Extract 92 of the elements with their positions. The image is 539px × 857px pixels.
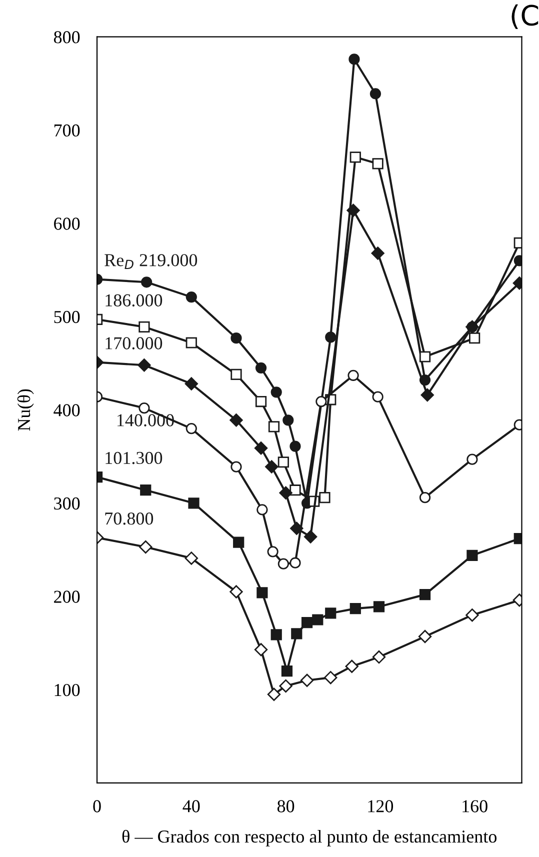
series-label: Re$_{D}$ 219.000 xyxy=(104,254,198,270)
x-axis-title: θ — Grados con respecto al punto de estancamiento xyxy=(122,830,497,846)
point xyxy=(290,484,301,496)
y-tick-label: 300 xyxy=(54,497,80,510)
point xyxy=(184,552,198,565)
x-tick-label: 120 xyxy=(368,800,394,812)
point xyxy=(345,660,358,673)
point xyxy=(138,321,150,332)
point xyxy=(184,377,198,390)
point xyxy=(267,546,278,558)
point xyxy=(466,550,478,561)
y-axis-title: Nu(θ) xyxy=(17,389,34,431)
y-tick-label: 800 xyxy=(54,31,80,44)
point xyxy=(469,332,480,344)
point xyxy=(186,337,197,348)
point xyxy=(230,585,243,598)
point xyxy=(324,670,338,684)
point xyxy=(140,484,152,496)
point xyxy=(312,614,324,626)
point xyxy=(319,492,330,504)
series-label: 186.000 xyxy=(106,294,162,307)
point xyxy=(348,54,360,65)
point xyxy=(290,440,301,452)
point xyxy=(278,456,289,468)
point xyxy=(270,386,282,398)
point xyxy=(230,414,243,427)
point xyxy=(418,630,432,644)
point xyxy=(233,536,244,548)
point xyxy=(372,158,384,170)
point xyxy=(420,388,434,402)
series-label: 101.300 xyxy=(106,452,162,464)
point xyxy=(372,391,384,402)
point xyxy=(350,152,361,163)
point xyxy=(371,246,384,260)
x-tick-label: 40 xyxy=(182,800,200,812)
point xyxy=(188,498,200,509)
point xyxy=(370,88,382,100)
point xyxy=(267,688,281,701)
point xyxy=(230,332,242,344)
point xyxy=(325,608,336,619)
point xyxy=(466,454,478,465)
point xyxy=(419,492,431,504)
point xyxy=(254,442,268,455)
y-tick-label: 500 xyxy=(54,310,80,324)
point xyxy=(281,665,293,677)
y-tick-label: 600 xyxy=(54,218,80,230)
series-label: 140.000 xyxy=(117,414,174,426)
point xyxy=(325,332,336,343)
point xyxy=(256,587,268,598)
point xyxy=(230,461,242,472)
y-tick-label: 200 xyxy=(54,590,80,603)
point xyxy=(373,601,385,612)
point xyxy=(255,362,267,374)
point xyxy=(139,540,152,554)
point xyxy=(230,368,242,380)
point xyxy=(301,616,313,628)
point xyxy=(419,589,431,600)
point xyxy=(268,421,280,432)
y-tick-label: 400 xyxy=(54,404,80,416)
point xyxy=(290,557,301,568)
point xyxy=(256,504,268,516)
y-tick-label: 700 xyxy=(54,124,80,137)
y-tick-label: 100 xyxy=(54,684,80,696)
point xyxy=(466,608,479,622)
point xyxy=(350,602,361,614)
point xyxy=(138,358,151,372)
x-tick-label: 80 xyxy=(277,800,294,812)
point xyxy=(186,292,197,303)
point xyxy=(141,276,152,288)
text: (C xyxy=(512,4,538,30)
point xyxy=(316,396,327,408)
point xyxy=(282,414,294,426)
point xyxy=(348,370,359,381)
series-label: 170.000 xyxy=(106,337,162,350)
point xyxy=(138,402,150,414)
point xyxy=(300,674,314,687)
point xyxy=(372,650,386,664)
point xyxy=(279,486,292,500)
point xyxy=(419,351,431,362)
x-tick-label: 0 xyxy=(93,800,101,812)
point xyxy=(291,628,302,640)
point xyxy=(346,204,360,217)
point xyxy=(265,460,278,474)
series-label: 70.800 xyxy=(105,512,154,525)
point xyxy=(304,530,318,544)
point xyxy=(270,629,282,640)
x-tick-label: 160 xyxy=(462,800,488,812)
point xyxy=(254,643,268,656)
point xyxy=(278,558,289,570)
point xyxy=(255,396,267,408)
point xyxy=(279,679,292,693)
point xyxy=(186,423,197,434)
